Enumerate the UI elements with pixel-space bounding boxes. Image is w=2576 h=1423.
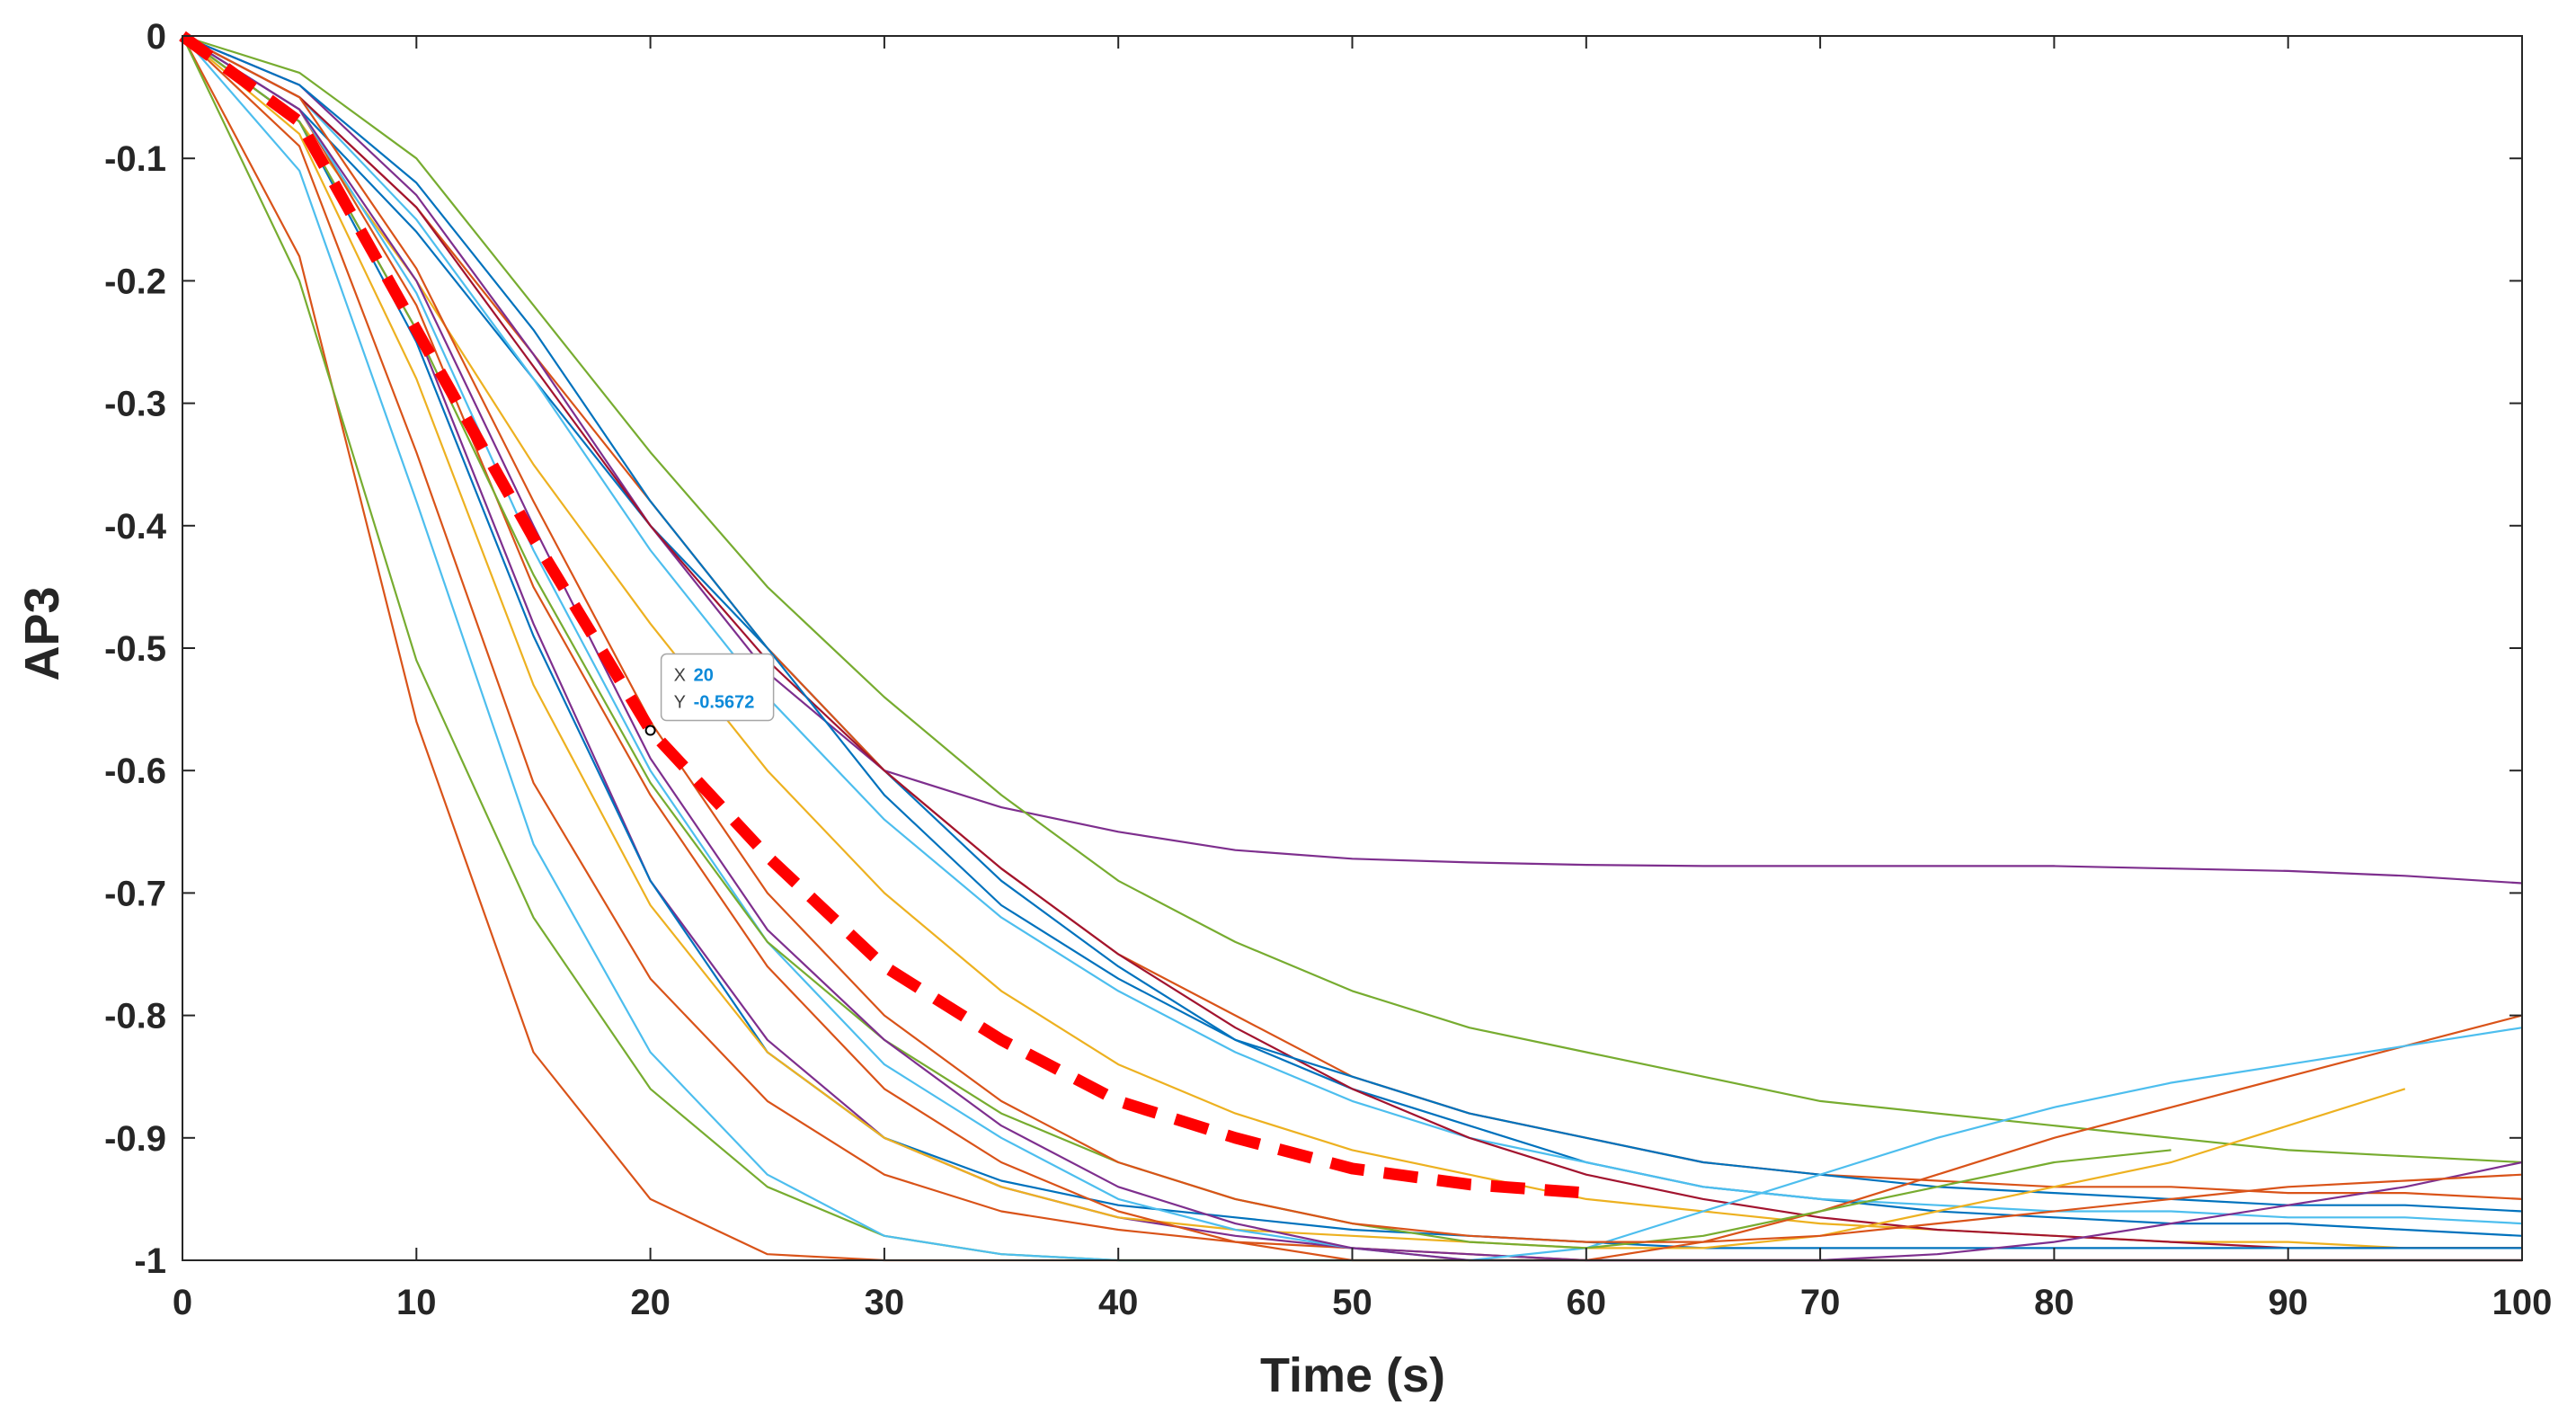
y-tick-label: -0.6 <box>104 752 166 791</box>
datatip-y-value: -0.5672 <box>694 693 755 713</box>
x-tick-label: 30 <box>865 1283 905 1322</box>
series-line <box>182 35 2406 1250</box>
y-tick-label: -0.2 <box>104 262 166 301</box>
x-tick-label: 40 <box>1098 1283 1139 1322</box>
y-tick-label: -0.1 <box>104 139 166 179</box>
series-mean-line <box>179 31 1587 1199</box>
tick-layer: 0 10 20 30 40 50 60 70 80 90 100 0 -0.1 -0.2 -0.3 -0.4 -… <box>104 17 2552 1322</box>
x-tick-label: 80 <box>2034 1283 2074 1322</box>
datatip-x-key: X <box>674 666 686 686</box>
y-tick-label: 0 <box>147 17 166 57</box>
datatip-marker <box>644 725 656 736</box>
y-tick-label: -1 <box>134 1241 166 1281</box>
y-tick-label: -0.3 <box>104 385 166 424</box>
x-tick-label: 0 <box>173 1283 192 1322</box>
series-line <box>182 34 2523 1213</box>
y-axis-label: AP3 <box>15 586 69 680</box>
datatip[interactable]: X 20 Y -0.5672 <box>644 653 775 736</box>
y-tick-label: -0.8 <box>104 997 166 1036</box>
x-tick-label: 10 <box>396 1283 437 1322</box>
y-tick-label: -0.7 <box>104 874 166 913</box>
x-tick-label: 90 <box>2268 1283 2308 1322</box>
series-line <box>182 35 2522 1250</box>
series-line <box>182 35 2523 1225</box>
series-line <box>182 34 2523 1164</box>
x-tick-label: 20 <box>630 1283 671 1322</box>
x-tick-label: 70 <box>1800 1283 1841 1322</box>
datatip-y-key: Y <box>674 693 686 713</box>
y-tick-label: -0.4 <box>104 507 167 547</box>
x-tick-label: 100 <box>2492 1283 2553 1322</box>
x-tick-label: 50 <box>1332 1283 1372 1322</box>
series-line <box>182 35 2523 1243</box>
y-tick-label: -0.9 <box>104 1119 166 1159</box>
datatip-box <box>660 653 775 722</box>
x-tick-label: 60 <box>1567 1283 1607 1322</box>
y-tick-label: -0.5 <box>104 629 166 669</box>
datatip-x-value: 20 <box>694 666 714 686</box>
series-line <box>182 35 2522 1250</box>
x-axis-label: Time (s) <box>1260 1348 1445 1402</box>
series-line <box>182 34 2523 885</box>
